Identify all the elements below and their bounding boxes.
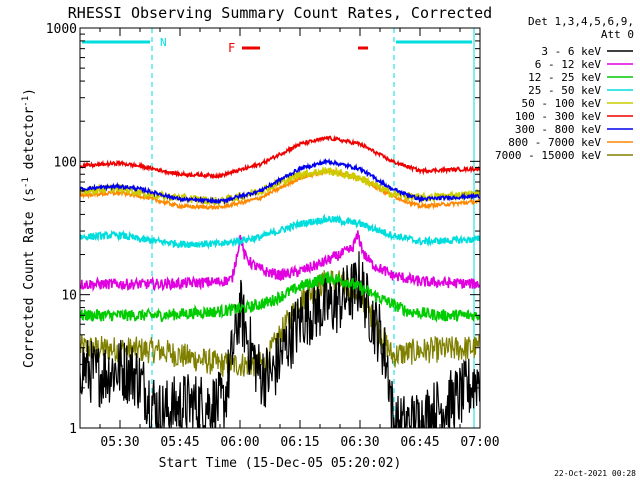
series-line-3 (80, 213, 480, 250)
x-tick-label-3: 06:15 (280, 435, 319, 450)
flare-label: F (228, 41, 235, 55)
legend-label-7: 800 - 7000 keV (508, 136, 601, 149)
series-line-8 (80, 270, 480, 377)
y-axis-label-end: ) (22, 88, 37, 96)
x-tick-label-5: 06:45 (400, 435, 439, 450)
legend-label-4: 50 - 100 keV (522, 97, 602, 110)
footer-timestamp: 22-Oct-2021 00:28 (554, 469, 636, 478)
y-axis-label-main: Corrected Count Rate (s (22, 188, 37, 368)
series-line-1 (80, 230, 480, 293)
x-tick-label-6: 07:00 (460, 435, 499, 450)
series-line-2 (80, 271, 480, 324)
legend-label-5: 100 - 300 keV (515, 110, 601, 123)
legend-label-6: 300 - 800 keV (515, 123, 601, 136)
y-axis-label-sup2: -1 (21, 96, 31, 107)
night-label: N (160, 36, 167, 49)
y-tick-label-2: 10 (61, 289, 77, 304)
axes-layer: 05:30 05:45 06:00 06:15 06:30 06:45 07:00 1000 1… (46, 22, 500, 450)
legend-label-1: 6 - 12 keV (535, 58, 602, 71)
x-tick-label-2: 06:00 (220, 435, 259, 450)
y-axis-label-sup1: -1 (21, 177, 31, 188)
legend-label-2: 12 - 25 keV (528, 71, 601, 84)
chart-title: RHESSI Observing Summary Count Rates, Co… (68, 4, 492, 22)
legend-header-1: Det 1,3,4,5,6,9, (528, 15, 634, 28)
series-line-0 (80, 251, 480, 428)
legend-label-3: 25 - 50 keV (528, 84, 601, 97)
x-tick-label-4: 06:30 (340, 435, 379, 450)
legend-header-2: Att 0 (601, 28, 634, 41)
x-tick-label-0: 05:30 (100, 435, 139, 450)
y-axis-label: Corrected Count Rate (s-1 detector-1) (21, 88, 37, 368)
y-tick-label-1: 100 (54, 155, 77, 170)
x-tick-label-1: 05:45 (160, 435, 199, 450)
series-line-5 (80, 134, 480, 180)
y-tick-label-0: 1000 (46, 22, 77, 37)
y-axis-label-mid: detector (22, 107, 37, 178)
series-line-7 (80, 167, 480, 211)
series-line-6 (80, 157, 480, 205)
series-layer (80, 134, 480, 428)
legend-label-8: 7000 - 15000 keV (495, 149, 601, 162)
legend-label-0: 3 - 6 keV (541, 45, 601, 58)
y-tick-label-3: 1 (69, 422, 77, 437)
x-axis-label: Start Time (15-Dec-05 05:20:02) (159, 456, 402, 471)
